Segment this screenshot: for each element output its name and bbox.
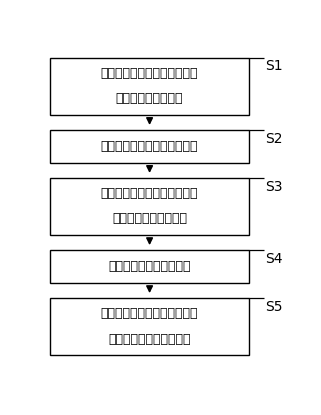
Text: 述第二电极为透明电极: 述第二电极为透明电极 xyxy=(112,212,187,225)
Bar xyxy=(50,178,249,235)
Bar xyxy=(50,250,249,283)
Text: 述第三电极为半反射电极: 述第三电极为半反射电极 xyxy=(108,332,191,346)
Text: 在第一电极上旋涂一层络缘层: 在第一电极上旋涂一层络缘层 xyxy=(101,140,198,153)
Text: S2: S2 xyxy=(265,132,283,146)
Bar xyxy=(50,58,249,115)
Text: 在功能层上制作第三电极，所: 在功能层上制作第三电极，所 xyxy=(101,308,198,320)
Text: S5: S5 xyxy=(265,300,283,314)
Text: S3: S3 xyxy=(265,180,283,193)
Bar xyxy=(50,298,249,355)
Text: S4: S4 xyxy=(265,251,283,266)
Text: 在第二电极上制作功能层: 在第二电极上制作功能层 xyxy=(108,260,191,273)
Text: 在衬底上沉积第一电极，所述: 在衬底上沉积第一电极，所述 xyxy=(101,67,198,80)
Text: S1: S1 xyxy=(265,59,283,73)
Text: 第一电极为反射电极: 第一电极为反射电极 xyxy=(116,92,183,105)
Text: 在络缘层上制备第二电极，所: 在络缘层上制备第二电极，所 xyxy=(101,187,198,200)
Bar xyxy=(50,130,249,163)
